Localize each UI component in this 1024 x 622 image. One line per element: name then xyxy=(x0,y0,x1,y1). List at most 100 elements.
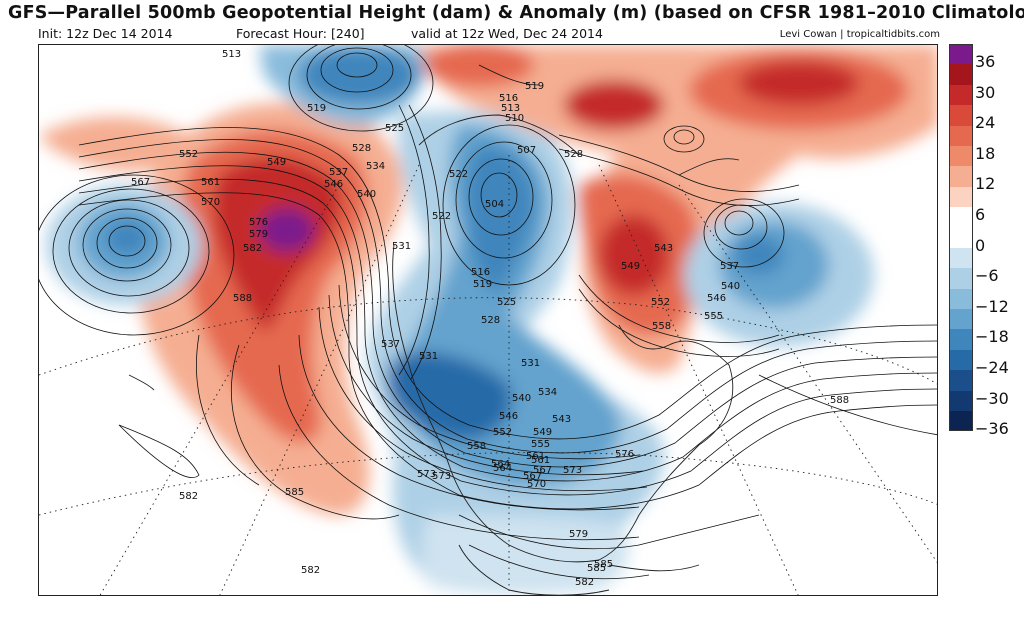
height-contours xyxy=(39,45,937,580)
coastlines xyxy=(128,114,740,595)
colorbar-tick-label: 0 xyxy=(975,235,986,255)
contour-label: 516 xyxy=(499,93,519,104)
contour-label: 573 xyxy=(432,471,452,482)
contour-label: 534 xyxy=(366,161,386,172)
contour-label: 540 xyxy=(512,393,532,404)
contour-label: 564 xyxy=(493,463,513,474)
contour-label: 549 xyxy=(621,261,641,272)
contour-label: 573 xyxy=(417,469,437,480)
contour-label: 534 xyxy=(538,387,558,398)
contour-label: 546 xyxy=(707,293,727,304)
contour-label: 522 xyxy=(432,211,452,222)
contour-label: 549 xyxy=(533,427,553,438)
colorbar-tick-label: 24 xyxy=(975,113,996,133)
contour-label: 513 xyxy=(501,103,521,114)
chart-title: GFS—Parallel 500mb Geopotential Height (… xyxy=(8,3,1024,23)
colorbar-tick-label: −24 xyxy=(975,358,1009,377)
contour-label: 546 xyxy=(499,411,519,422)
contour-label: 585 xyxy=(285,487,305,498)
colorbar-box xyxy=(949,125,973,146)
contour-label: 552 xyxy=(651,297,671,308)
contour-label: 582 xyxy=(243,243,263,254)
contour-label: 543 xyxy=(654,243,674,254)
contour-label: 528 xyxy=(564,149,584,160)
colorbar-box xyxy=(949,84,973,106)
contour-label: 576 xyxy=(615,449,635,460)
colorbar xyxy=(949,44,973,432)
height-anomaly-map xyxy=(39,45,937,595)
contour-label: 543 xyxy=(552,414,572,425)
contour-label: 561 xyxy=(526,451,546,462)
colorbar-box xyxy=(949,247,973,269)
colorbar-box xyxy=(949,227,973,248)
contour-label: 528 xyxy=(481,315,501,326)
contour-label: 528 xyxy=(352,143,372,154)
contour-label: 513 xyxy=(222,49,242,60)
valid-time: valid at 12z Wed, Dec 24 2014 xyxy=(411,26,603,41)
contour-label: 504 xyxy=(485,199,505,210)
colorbar-box xyxy=(949,370,973,391)
colorbar-box xyxy=(949,411,973,432)
contour-label: 588 xyxy=(830,395,850,406)
contour-label: 519 xyxy=(307,103,327,114)
colorbar-tick-label: 36 xyxy=(975,52,996,71)
colorbar-box xyxy=(949,329,973,350)
graticule xyxy=(39,155,937,595)
colorbar-box xyxy=(949,268,973,289)
contour-label: 570 xyxy=(201,197,221,208)
credit-text: Levi Cowan | tropicaltidbits.com xyxy=(779,29,940,40)
colorbar-tick-label: 6 xyxy=(975,205,986,224)
colorbar-box xyxy=(949,309,973,330)
contour-label: 537 xyxy=(381,339,401,350)
colorbar-tick-label: 30 xyxy=(975,82,996,102)
colorbar-tick-label: −12 xyxy=(975,296,1009,316)
contour-label: 531 xyxy=(419,351,439,362)
contour-label: 558 xyxy=(467,441,487,452)
contour-label: 564 xyxy=(491,459,511,470)
contour-label: 579 xyxy=(569,529,589,540)
contour-label: 555 xyxy=(531,439,551,450)
contour-label: 558 xyxy=(652,321,672,332)
contour-label: 531 xyxy=(521,358,541,369)
contour-label: 540 xyxy=(357,189,377,200)
colorbar-box xyxy=(949,390,973,412)
colorbar-tick-label: 12 xyxy=(975,174,996,194)
colorbar-tick-label: −36 xyxy=(975,419,1009,439)
contour-label: 549 xyxy=(267,157,287,168)
contour-label: 567 xyxy=(523,471,543,482)
contour-label: 507 xyxy=(517,145,537,156)
contour-label: 516 xyxy=(471,267,491,278)
contour-label: 552 xyxy=(179,149,199,160)
colorbar-box xyxy=(949,186,973,208)
contour-label: 582 xyxy=(575,577,595,588)
contour-label: 519 xyxy=(473,279,493,290)
contour-label: 531 xyxy=(392,241,412,252)
contour-label: 525 xyxy=(497,297,517,308)
contour-label: 546 xyxy=(324,179,344,190)
contour-label: 525 xyxy=(385,123,405,134)
colorbar-box xyxy=(949,145,973,167)
colorbar-tick-label: −6 xyxy=(975,266,999,286)
contour-label: 522 xyxy=(449,169,469,180)
colorbar-box xyxy=(949,44,973,65)
contour-label: 567 xyxy=(533,465,553,476)
contour-label: 567 xyxy=(131,177,151,188)
contour-label: 582 xyxy=(179,491,199,502)
colorbar-box xyxy=(949,288,973,310)
contour-label: 585 xyxy=(587,563,607,574)
colorbar-tick-label: −18 xyxy=(975,327,1009,347)
contour-label: 537 xyxy=(329,167,349,178)
contour-label: 540 xyxy=(721,281,741,292)
forecast-hour: Forecast Hour: [240] xyxy=(236,26,365,41)
contour-label: 519 xyxy=(525,81,545,92)
colorbar-box xyxy=(949,64,973,85)
contour-label: 561 xyxy=(531,455,551,466)
colorbar-box xyxy=(949,349,973,371)
contour-label: 588 xyxy=(233,293,253,304)
contour-label: 585 xyxy=(594,559,614,570)
colorbar-box xyxy=(949,166,973,187)
contour-label: 510 xyxy=(505,113,525,124)
contour-label: 561 xyxy=(201,177,221,188)
contour-label: 573 xyxy=(563,465,583,476)
contour-label: 555 xyxy=(704,311,724,322)
